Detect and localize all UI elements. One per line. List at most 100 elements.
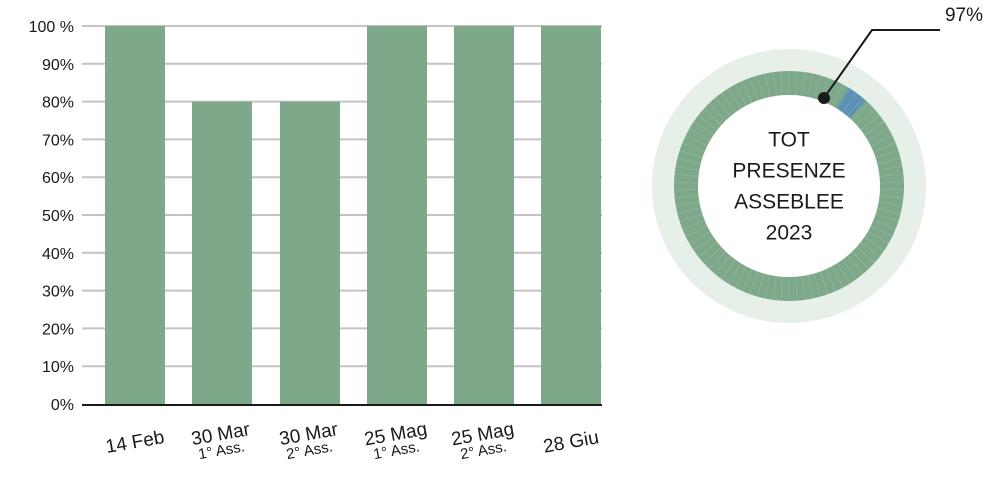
- bar: [280, 101, 340, 404]
- donut-segment-line: [764, 73, 771, 98]
- donut-segment-line: [856, 108, 875, 126]
- y-tick-label: 20%: [42, 321, 74, 338]
- bar: [105, 26, 165, 404]
- donut-center-label: PRESENZE: [732, 160, 845, 183]
- donut-segment-line: [714, 97, 731, 117]
- donut-segment-line: [693, 236, 714, 251]
- donut-segment-line: [867, 231, 889, 244]
- donut-segment-line: [756, 75, 765, 99]
- annotation-label: 97%: [945, 5, 983, 26]
- donut-segment-line: [801, 276, 806, 300]
- y-tick-label: 30%: [42, 284, 74, 301]
- donut-segment-line: [708, 251, 727, 270]
- donut-segment-line: [813, 75, 822, 99]
- y-tick-label: 40%: [42, 246, 74, 263]
- donut-segment-line: [698, 114, 718, 131]
- donut-segment-line: [721, 259, 736, 280]
- y-tick-label: 50%: [42, 208, 74, 225]
- donut-segment-line: [836, 88, 851, 110]
- donut-segment-line: [813, 273, 822, 297]
- donut-segment-line: [875, 149, 899, 159]
- donut-segment-line: [708, 102, 727, 121]
- donut-segment-line: [721, 92, 736, 113]
- donut-segment-line: [856, 246, 875, 264]
- donut-segment-line: [847, 255, 864, 275]
- donut-segment-line: [679, 213, 703, 223]
- donut-segment-line: [879, 195, 904, 199]
- donut-segment-line: [851, 102, 870, 121]
- donut-segment-line: [734, 266, 747, 288]
- annotation-dot: [818, 92, 830, 104]
- donut-segment-line: [693, 121, 714, 136]
- donut-segment-line: [689, 128, 711, 141]
- x-tick-label: 28 Giu: [542, 427, 601, 457]
- donut-segment-line: [878, 201, 903, 207]
- x-tick-label-text: 14 Feb: [104, 427, 166, 458]
- donut-segment-line: [749, 271, 759, 295]
- bar: [454, 26, 514, 404]
- donut-segment-line: [689, 231, 711, 244]
- donut-segment-line: [780, 276, 784, 301]
- donut-segment-line: [879, 188, 904, 191]
- donut-segment-line: [685, 225, 708, 237]
- donut-segment-line: [860, 241, 880, 258]
- donut-segment-line: [685, 135, 708, 147]
- bar: [192, 101, 252, 404]
- donut-segment-line: [864, 121, 885, 136]
- donut-segment-line: [847, 97, 864, 117]
- y-tick-label: 10%: [42, 359, 74, 376]
- donut-segment-line: [675, 201, 700, 207]
- donut-segment-line: [864, 236, 885, 251]
- donut-segment-line: [772, 72, 777, 96]
- donut-hole: [698, 95, 880, 277]
- donut-segment-line: [780, 71, 784, 96]
- donut-segment-line: [734, 84, 747, 106]
- y-tick-label: 60%: [42, 170, 74, 187]
- annotation-leader-line: [823, 29, 940, 99]
- y-tick-label: 80%: [42, 95, 74, 112]
- donut-segment-line: [807, 73, 814, 98]
- donut-segment-line: [679, 149, 703, 159]
- donut-segment-line: [674, 188, 699, 191]
- donut-segment-line: [801, 72, 806, 96]
- x-tick-label: 14 Feb: [104, 427, 166, 458]
- donut-segment-line: [756, 273, 765, 297]
- y-tick-label: 100 %: [29, 19, 74, 36]
- donut-segment-line: [842, 259, 857, 280]
- donut-segment-line: [682, 219, 705, 230]
- donut-segment-line: [741, 268, 753, 292]
- x-tick-label-text: 28 Giu: [542, 427, 601, 457]
- donut-segment-line: [836, 262, 851, 284]
- donut-segment-line: [870, 225, 893, 237]
- donut-segment-line: [772, 276, 777, 300]
- donut-segment-line: [794, 276, 798, 301]
- donut-segment-line: [727, 88, 742, 110]
- bar: [367, 26, 427, 404]
- donut-segment-line: [764, 274, 771, 299]
- donut-segment-line: [877, 157, 901, 165]
- donut-center-label: TOT: [768, 129, 810, 152]
- donut-segment-line: [831, 266, 844, 288]
- donut-segment-line: [879, 173, 904, 177]
- y-tick-label: 90%: [42, 57, 74, 74]
- donut-segment-line: [677, 207, 701, 215]
- donut-slice: [836, 87, 866, 119]
- donut-segment-line: [698, 241, 718, 258]
- donut-segment-line: [677, 157, 701, 165]
- y-tick-label: 70%: [42, 132, 74, 149]
- donut-segment-line: [674, 181, 699, 184]
- donut-segment-line: [703, 108, 722, 126]
- donut-segment-line: [674, 173, 699, 177]
- donut-segment-line: [794, 71, 798, 96]
- donut-segment-line: [873, 219, 896, 230]
- donut-segment-line: [831, 84, 844, 106]
- donut-segment-line: [877, 207, 901, 215]
- bar-chart: 0% 10% 20% 30% 40% 50% 60% 70% 80% 90% 100 % 14 Feb…: [29, 19, 602, 463]
- donut-segment-line: [867, 128, 889, 141]
- donut-segment-line: [727, 262, 742, 284]
- donut-segment-line: [879, 181, 904, 184]
- donut-segment-line: [714, 255, 731, 275]
- donut-segment-line: [703, 246, 722, 264]
